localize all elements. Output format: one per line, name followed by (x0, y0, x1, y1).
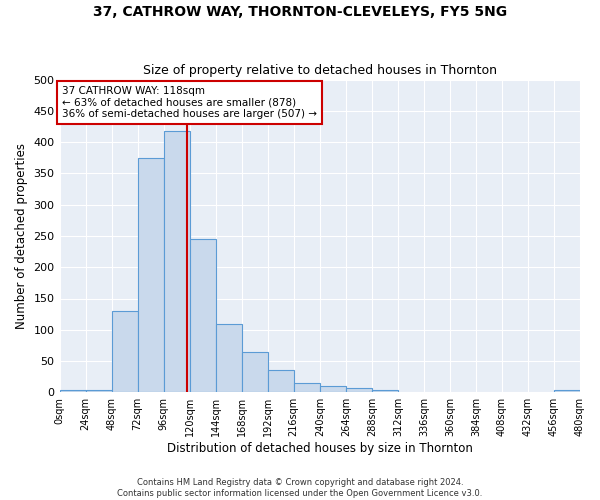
Bar (137, 158, 164, 392)
Bar (320, 386, 346, 392)
Bar (164, 131, 190, 392)
Bar (346, 388, 372, 392)
Bar (372, 390, 398, 392)
Title: Size of property relative to detached houses in Thornton: Size of property relative to detached ho… (143, 64, 497, 77)
Y-axis label: Number of detached properties: Number of detached properties (15, 143, 28, 329)
Bar (554, 390, 580, 392)
Bar (215, 324, 242, 392)
Bar (112, 311, 137, 392)
Bar (190, 239, 215, 392)
Bar (242, 352, 268, 393)
Bar (86, 390, 112, 392)
X-axis label: Distribution of detached houses by size in Thornton: Distribution of detached houses by size … (167, 442, 473, 455)
Text: 37, CATHROW WAY, THORNTON-CLEVELEYS, FY5 5NG: 37, CATHROW WAY, THORNTON-CLEVELEYS, FY5… (93, 5, 507, 19)
Bar (294, 383, 320, 392)
Bar (59, 390, 86, 392)
Bar (268, 370, 294, 392)
Text: Contains HM Land Registry data © Crown copyright and database right 2024.
Contai: Contains HM Land Registry data © Crown c… (118, 478, 482, 498)
Text: 37 CATHROW WAY: 118sqm
← 63% of detached houses are smaller (878)
36% of semi-de: 37 CATHROW WAY: 118sqm ← 63% of detached… (62, 86, 317, 119)
